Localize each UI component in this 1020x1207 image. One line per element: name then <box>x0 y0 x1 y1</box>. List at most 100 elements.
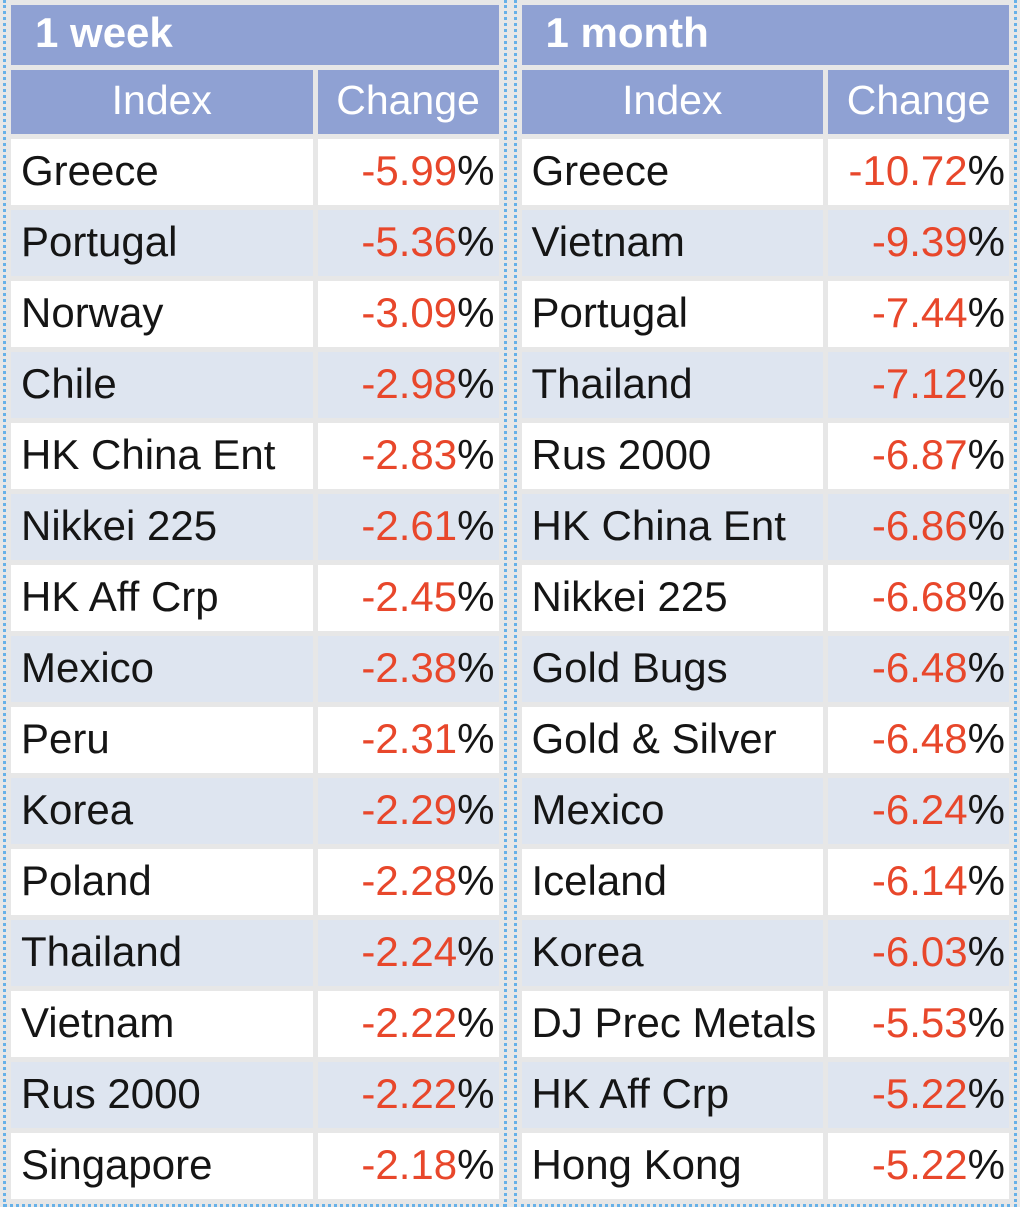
change-value: -3.09 <box>361 288 458 336</box>
change-cell: -10.72% <box>828 139 1009 205</box>
index-cell: Greece <box>521 139 824 205</box>
change-value: -2.29 <box>361 785 458 833</box>
index-cell: Thailand <box>11 920 313 986</box>
table-row: Portugal -7.44% <box>521 281 1009 347</box>
index-cell: Gold & Silver <box>521 707 824 773</box>
change-value: -2.83 <box>361 430 458 478</box>
table-row: HK China Ent -6.86% <box>521 494 1009 560</box>
percent-sign: % <box>967 856 1005 904</box>
percent-sign: % <box>457 501 495 549</box>
table-row: Vietnam -2.22% <box>11 991 499 1057</box>
change-value: -10.72 <box>848 146 968 194</box>
percent-sign: % <box>457 359 495 407</box>
change-value: -5.22 <box>871 1069 968 1117</box>
change-value: -6.14 <box>871 856 968 904</box>
change-cell: -2.18% <box>317 1133 499 1199</box>
change-cell: -5.22% <box>828 1062 1009 1128</box>
table-title: 1 week <box>11 5 499 65</box>
table-title-row: 1 month <box>521 5 1009 65</box>
change-cell: -6.48% <box>828 636 1009 702</box>
change-cell: -6.14% <box>828 849 1009 915</box>
percent-sign: % <box>967 501 1005 549</box>
change-value: -6.03 <box>871 927 968 975</box>
index-cell: Nikkei 225 <box>521 565 824 631</box>
index-cell: Hong Kong <box>521 1133 824 1199</box>
index-cell: Vietnam <box>11 991 313 1057</box>
table-row: DJ Prec Metals -5.53% <box>521 991 1009 1057</box>
table-title-row: 1 week <box>11 5 499 65</box>
table-row: Portugal -5.36% <box>11 210 499 276</box>
table-row: Thailand -2.24% <box>11 920 499 986</box>
change-cell: -7.44% <box>828 281 1009 347</box>
change-value: -5.36 <box>361 217 458 265</box>
table-title: 1 month <box>521 5 1009 65</box>
change-value: -5.53 <box>871 998 968 1046</box>
index-cell: Gold Bugs <box>521 636 824 702</box>
month-table-panel: 1 month Index Change Greece -10.72% Vietna… <box>513 0 1017 1207</box>
index-cell: HK China Ent <box>521 494 824 560</box>
percent-sign: % <box>967 643 1005 691</box>
change-cell: -6.68% <box>828 565 1009 631</box>
change-value: -6.87 <box>871 430 968 478</box>
change-cell: -2.38% <box>317 636 499 702</box>
change-cell: -2.28% <box>317 849 499 915</box>
table-row: Korea -6.03% <box>521 920 1009 986</box>
change-cell: -2.61% <box>317 494 499 560</box>
index-cell: Norway <box>11 281 313 347</box>
change-value: -6.48 <box>871 714 968 762</box>
index-cell: Iceland <box>521 849 824 915</box>
change-value: -2.98 <box>361 359 458 407</box>
percent-sign: % <box>457 572 495 620</box>
percent-sign: % <box>967 146 1005 194</box>
percent-sign: % <box>457 1069 495 1117</box>
percent-sign: % <box>457 146 495 194</box>
table-row: Greece -10.72% <box>521 139 1009 205</box>
change-cell: -9.39% <box>828 210 1009 276</box>
table-row: Iceland -6.14% <box>521 849 1009 915</box>
index-cell: Portugal <box>11 210 313 276</box>
table-row: Poland -2.28% <box>11 849 499 915</box>
index-cell: Nikkei 225 <box>11 494 313 560</box>
index-cell: HK Aff Crp <box>521 1062 824 1128</box>
change-value: -2.31 <box>361 714 458 762</box>
change-cell: -6.24% <box>828 778 1009 844</box>
change-cell: -5.36% <box>317 210 499 276</box>
change-value: -2.18 <box>361 1140 458 1188</box>
percent-sign: % <box>457 288 495 336</box>
change-cell: -2.98% <box>317 352 499 418</box>
change-value: -5.22 <box>871 1140 968 1188</box>
index-column-header: Index <box>521 70 824 134</box>
change-value: -7.12 <box>871 359 968 407</box>
percent-sign: % <box>967 430 1005 478</box>
change-cell: -2.22% <box>317 1062 499 1128</box>
index-cell: Rus 2000 <box>521 423 824 489</box>
column-header-row: Index Change <box>11 70 499 134</box>
change-column-header: Change <box>317 70 499 134</box>
index-cell: Mexico <box>11 636 313 702</box>
percent-sign: % <box>967 572 1005 620</box>
percent-sign: % <box>967 288 1005 336</box>
table-row: Thailand -7.12% <box>521 352 1009 418</box>
table-row: HK Aff Crp -5.22% <box>521 1062 1009 1128</box>
table-row: Nikkei 225 -2.61% <box>11 494 499 560</box>
percent-sign: % <box>457 1140 495 1188</box>
table-row: Greece -5.99% <box>11 139 499 205</box>
table-row: Vietnam -9.39% <box>521 210 1009 276</box>
change-cell: -2.45% <box>317 565 499 631</box>
percent-sign: % <box>967 927 1005 975</box>
index-cell: Greece <box>11 139 313 205</box>
index-cell: Singapore <box>11 1133 313 1199</box>
change-value: -7.44 <box>871 288 968 336</box>
change-cell: -6.48% <box>828 707 1009 773</box>
index-cell: Chile <box>11 352 313 418</box>
index-cell: Thailand <box>521 352 824 418</box>
index-cell: DJ Prec Metals <box>521 991 824 1057</box>
change-cell: -7.12% <box>828 352 1009 418</box>
percent-sign: % <box>967 785 1005 833</box>
index-cell: HK China Ent <box>11 423 313 489</box>
index-column-header: Index <box>11 70 313 134</box>
table-row: Norway -3.09% <box>11 281 499 347</box>
index-cell: HK Aff Crp <box>11 565 313 631</box>
percent-sign: % <box>967 217 1005 265</box>
week-table-panel: 1 week Index Change Greece -5.99% Portugal… <box>3 0 507 1207</box>
